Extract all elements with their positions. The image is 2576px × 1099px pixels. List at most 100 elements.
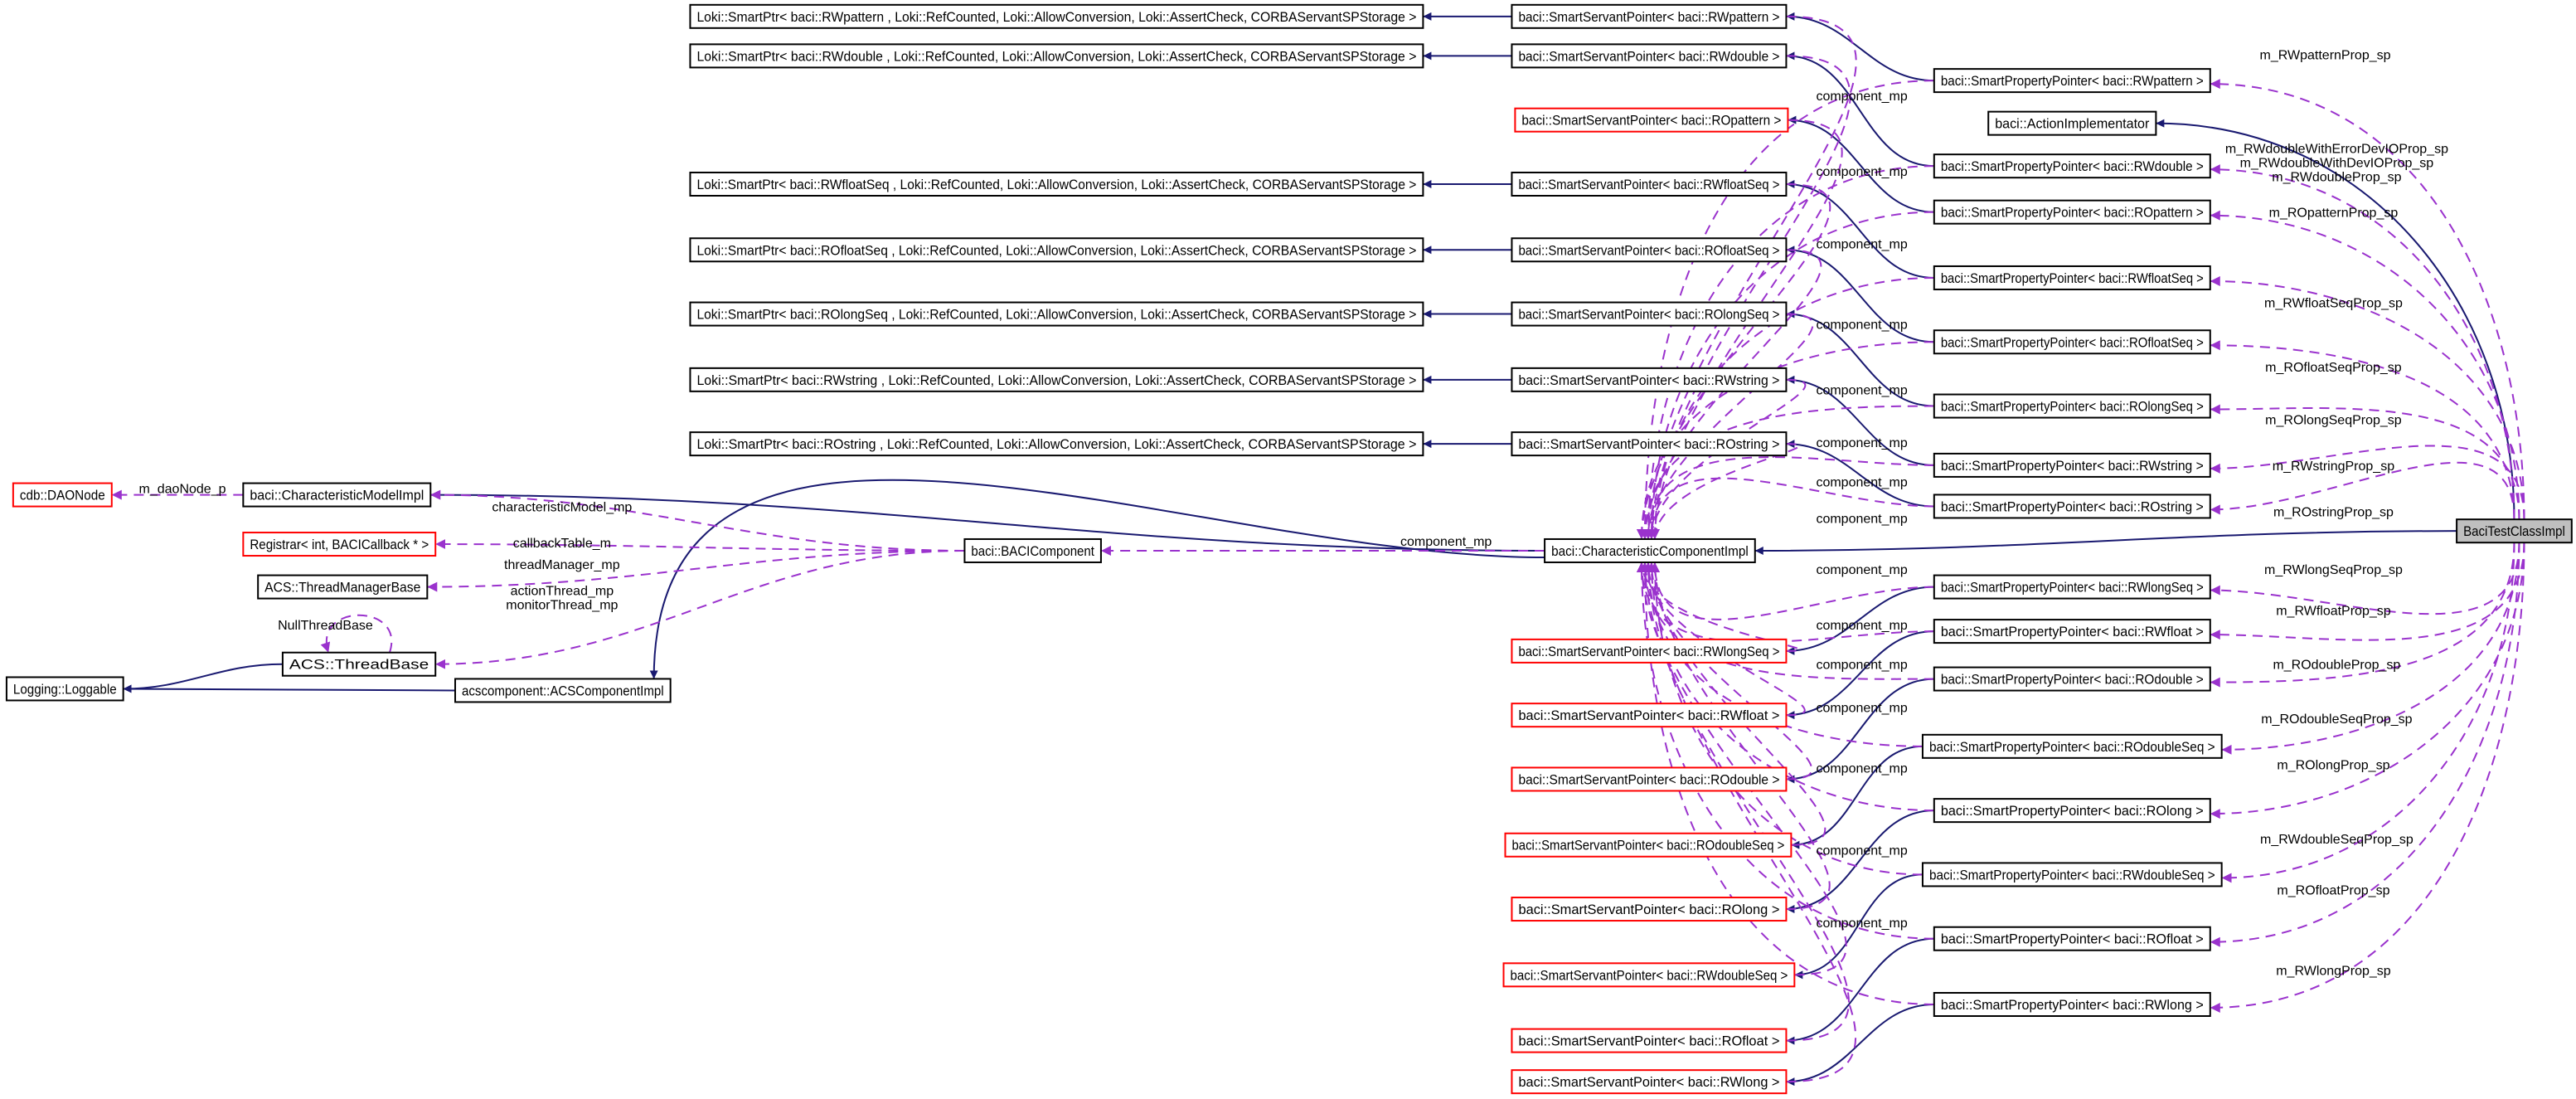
class-node[interactable]: baci::SmartPropertyPointer< baci::ROdoub… bbox=[1933, 666, 2211, 692]
class-node[interactable]: baci::SmartServantPointer< baci::ROfloat… bbox=[1511, 237, 1788, 263]
edge-label: m_RWpatternProp_sp bbox=[2260, 48, 2391, 62]
class-name: baci::SmartServantPointer< baci::ROdoubl… bbox=[1518, 771, 1779, 787]
class-name: baci::SmartServantPointer< baci::ROlong … bbox=[1518, 902, 1779, 917]
edge-label: component_mp bbox=[1816, 619, 1907, 633]
class-box bbox=[1933, 265, 2211, 290]
nodes-layer: BaciTestClassImpl baci::ActionImplementat… bbox=[5, 3, 2573, 1095]
edge-label: m_RWlongProp_sp bbox=[2276, 964, 2391, 978]
class-node[interactable]: baci::SmartPropertyPointer< baci::ROpatt… bbox=[1933, 199, 2211, 225]
class-node[interactable]: baci::SmartPropertyPointer< baci::ROstri… bbox=[1933, 494, 2211, 519]
class-node[interactable]: baci::SmartPropertyPointer< baci::RWlong… bbox=[1933, 574, 2211, 600]
class-node[interactable]: Loki::SmartPtr< baci::RWpattern , Loki::… bbox=[689, 3, 1424, 29]
class-box bbox=[1511, 43, 1788, 69]
class-node[interactable]: baci::BACIComponent bbox=[963, 537, 1102, 563]
usage-edge bbox=[1639, 80, 1934, 539]
class-name: cdb::DAONode bbox=[20, 488, 105, 503]
class-box bbox=[1933, 666, 2211, 692]
class-node[interactable]: baci::SmartPropertyPointer< baci::RWpatt… bbox=[1933, 68, 2211, 94]
class-node[interactable]: baci::SmartPropertyPointer< baci::ROfloa… bbox=[1933, 329, 2211, 355]
class-node[interactable]: Logging::Loggable bbox=[5, 676, 124, 702]
class-name: baci::SmartServantPointer< baci::ROlongS… bbox=[1518, 307, 1779, 323]
class-name: Loki::SmartPtr< baci::RWdouble , Loki::R… bbox=[696, 48, 1416, 64]
edge-label: component_mp bbox=[1816, 563, 1907, 577]
class-box bbox=[689, 3, 1424, 29]
class-name: baci::SmartServantPointer< baci::ROpatte… bbox=[1521, 113, 1781, 129]
class-node[interactable]: baci::SmartServantPointer< baci::RWdoubl… bbox=[1511, 43, 1788, 69]
class-node[interactable]: baci::SmartPropertyPointer< baci::RWfloa… bbox=[1933, 265, 2211, 290]
class-box bbox=[1511, 1069, 1788, 1095]
class-node[interactable]: baci::SmartServantPointer< baci::RWlong … bbox=[1511, 1069, 1788, 1095]
usage-edge bbox=[2210, 542, 2525, 641]
class-box bbox=[1921, 862, 2223, 887]
class-node[interactable]: baci::SmartPropertyPointer< baci::ROlong… bbox=[1933, 393, 2211, 419]
class-name: baci::SmartPropertyPointer< baci::ROstri… bbox=[1941, 498, 2204, 514]
class-name: baci::CharacteristicComponentImpl bbox=[1551, 543, 1749, 559]
class-name: acscomponent::ACSComponentImpl bbox=[462, 683, 664, 698]
edge-label: NullThreadBase bbox=[278, 619, 373, 633]
class-node[interactable]: baci::CharacteristicComponentImpl bbox=[1544, 537, 1756, 563]
class-node[interactable]: baci::SmartPropertyPointer< baci::RWdoub… bbox=[1933, 153, 2211, 179]
class-node[interactable]: baci::SmartServantPointer< baci::RWstrin… bbox=[1511, 367, 1788, 392]
class-node[interactable]: baci::SmartPropertyPointer< baci::RWfloa… bbox=[1933, 619, 2211, 644]
class-node[interactable]: baci::SmartPropertyPointer< baci::ROdoub… bbox=[1921, 733, 2223, 759]
usage-edge bbox=[2210, 542, 2520, 615]
class-name: baci::SmartPropertyPointer< baci::RWpatt… bbox=[1941, 73, 2204, 89]
class-node[interactable]: baci::SmartServantPointer< baci::ROlong … bbox=[1511, 897, 1788, 922]
class-node[interactable]: baci::SmartPropertyPointer< baci::RWlong… bbox=[1933, 992, 2211, 1018]
class-node[interactable]: baci::SmartPropertyPointer< baci::ROfloa… bbox=[1933, 926, 2211, 951]
class-node[interactable]: Loki::SmartPtr< baci::RWstring , Loki::R… bbox=[689, 367, 1424, 392]
class-box bbox=[1921, 733, 2223, 759]
class-name: baci::SmartServantPointer< baci::RWdoubl… bbox=[1511, 967, 1788, 983]
class-node[interactable]: ACS::ThreadBase bbox=[281, 651, 437, 677]
class-node[interactable]: baci::SmartServantPointer< baci::RWdoubl… bbox=[1502, 962, 1796, 988]
class-node[interactable]: Registrar< int, BACICallback * > bbox=[242, 532, 437, 557]
class-box bbox=[242, 532, 437, 557]
inheritance-edge bbox=[649, 479, 1545, 679]
class-node[interactable]: baci::SmartServantPointer< baci::RWlongS… bbox=[1511, 638, 1788, 664]
usage-edge bbox=[2210, 445, 2525, 520]
root-class-node[interactable]: BaciTestClassImpl bbox=[2456, 518, 2573, 544]
class-node[interactable]: Loki::SmartPtr< baci::ROstring , Loki::R… bbox=[689, 431, 1424, 457]
class-name: Loki::SmartPtr< baci::RWfloatSeq , Loki:… bbox=[696, 177, 1416, 192]
class-node[interactable]: baci::SmartServantPointer< baci::ROfloat… bbox=[1511, 1028, 1788, 1053]
class-box bbox=[1933, 798, 2211, 824]
inheritance-edge bbox=[1786, 1004, 1934, 1087]
class-node[interactable]: baci::CharacteristicModelImpl bbox=[242, 482, 432, 508]
class-name: baci::SmartPropertyPointer< baci::ROfloa… bbox=[1941, 334, 2204, 350]
inheritance-edge bbox=[1788, 115, 1934, 213]
class-node[interactable]: baci::SmartServantPointer< baci::ROdoubl… bbox=[1511, 766, 1788, 792]
class-node[interactable]: baci::SmartServantPointer< baci::ROlongS… bbox=[1511, 301, 1788, 327]
class-box bbox=[1514, 107, 1789, 133]
class-name: baci::SmartServantPointer< baci::RWstrin… bbox=[1518, 372, 1779, 388]
class-node[interactable]: baci::SmartServantPointer< baci::ROpatte… bbox=[1514, 107, 1789, 133]
class-node[interactable]: baci::ActionImplementator bbox=[1987, 110, 2157, 136]
class-node[interactable]: baci::SmartServantPointer< baci::RWfloat… bbox=[1511, 703, 1788, 728]
usage-edge bbox=[1639, 562, 1806, 717]
class-node[interactable]: Loki::SmartPtr< baci::ROlongSeq , Loki::… bbox=[689, 301, 1424, 327]
class-node[interactable]: baci::SmartServantPointer< baci::ROstrin… bbox=[1511, 431, 1788, 457]
usage-edge bbox=[2210, 275, 2525, 520]
class-node[interactable]: baci::SmartPropertyPointer< baci::RWdoub… bbox=[1921, 862, 2223, 887]
class-node[interactable]: Loki::SmartPtr< baci::ROfloatSeq , Loki:… bbox=[689, 237, 1424, 263]
class-box bbox=[1933, 926, 2211, 951]
class-node[interactable]: baci::SmartServantPointer< baci::RWfloat… bbox=[1511, 171, 1788, 197]
class-name: baci::SmartServantPointer< baci::RWdoubl… bbox=[1518, 48, 1779, 64]
class-node[interactable]: cdb::DAONode bbox=[12, 482, 113, 508]
edge-label: callbackTable_m bbox=[513, 537, 611, 551]
class-node[interactable]: baci::SmartServantPointer< baci::ROdoubl… bbox=[1504, 832, 1793, 858]
class-box bbox=[1511, 431, 1788, 457]
class-name: baci::SmartPropertyPointer< baci::ROdoub… bbox=[1929, 739, 2215, 755]
class-node[interactable]: Loki::SmartPtr< baci::RWdouble , Loki::R… bbox=[689, 43, 1424, 69]
class-node[interactable]: baci::SmartPropertyPointer< baci::ROlong… bbox=[1933, 798, 2211, 824]
class-box bbox=[1511, 171, 1788, 197]
class-box bbox=[689, 43, 1424, 69]
class-node[interactable]: Loki::SmartPtr< baci::RWfloatSeq , Loki:… bbox=[689, 171, 1424, 197]
class-node[interactable]: acscomponent::ACSComponentImpl bbox=[454, 678, 672, 703]
class-node[interactable]: ACS::ThreadManagerBase bbox=[257, 574, 429, 600]
class-node[interactable]: baci::SmartServantPointer< baci::RWpatte… bbox=[1511, 3, 1788, 29]
edge-label: component_mp bbox=[1816, 436, 1907, 450]
edge-label: component_mp bbox=[1816, 90, 1907, 104]
class-node[interactable]: baci::SmartPropertyPointer< baci::RWstri… bbox=[1933, 452, 2211, 478]
edge-label: m_ROlongProp_sp bbox=[2277, 759, 2389, 773]
class-box bbox=[1933, 199, 2211, 225]
